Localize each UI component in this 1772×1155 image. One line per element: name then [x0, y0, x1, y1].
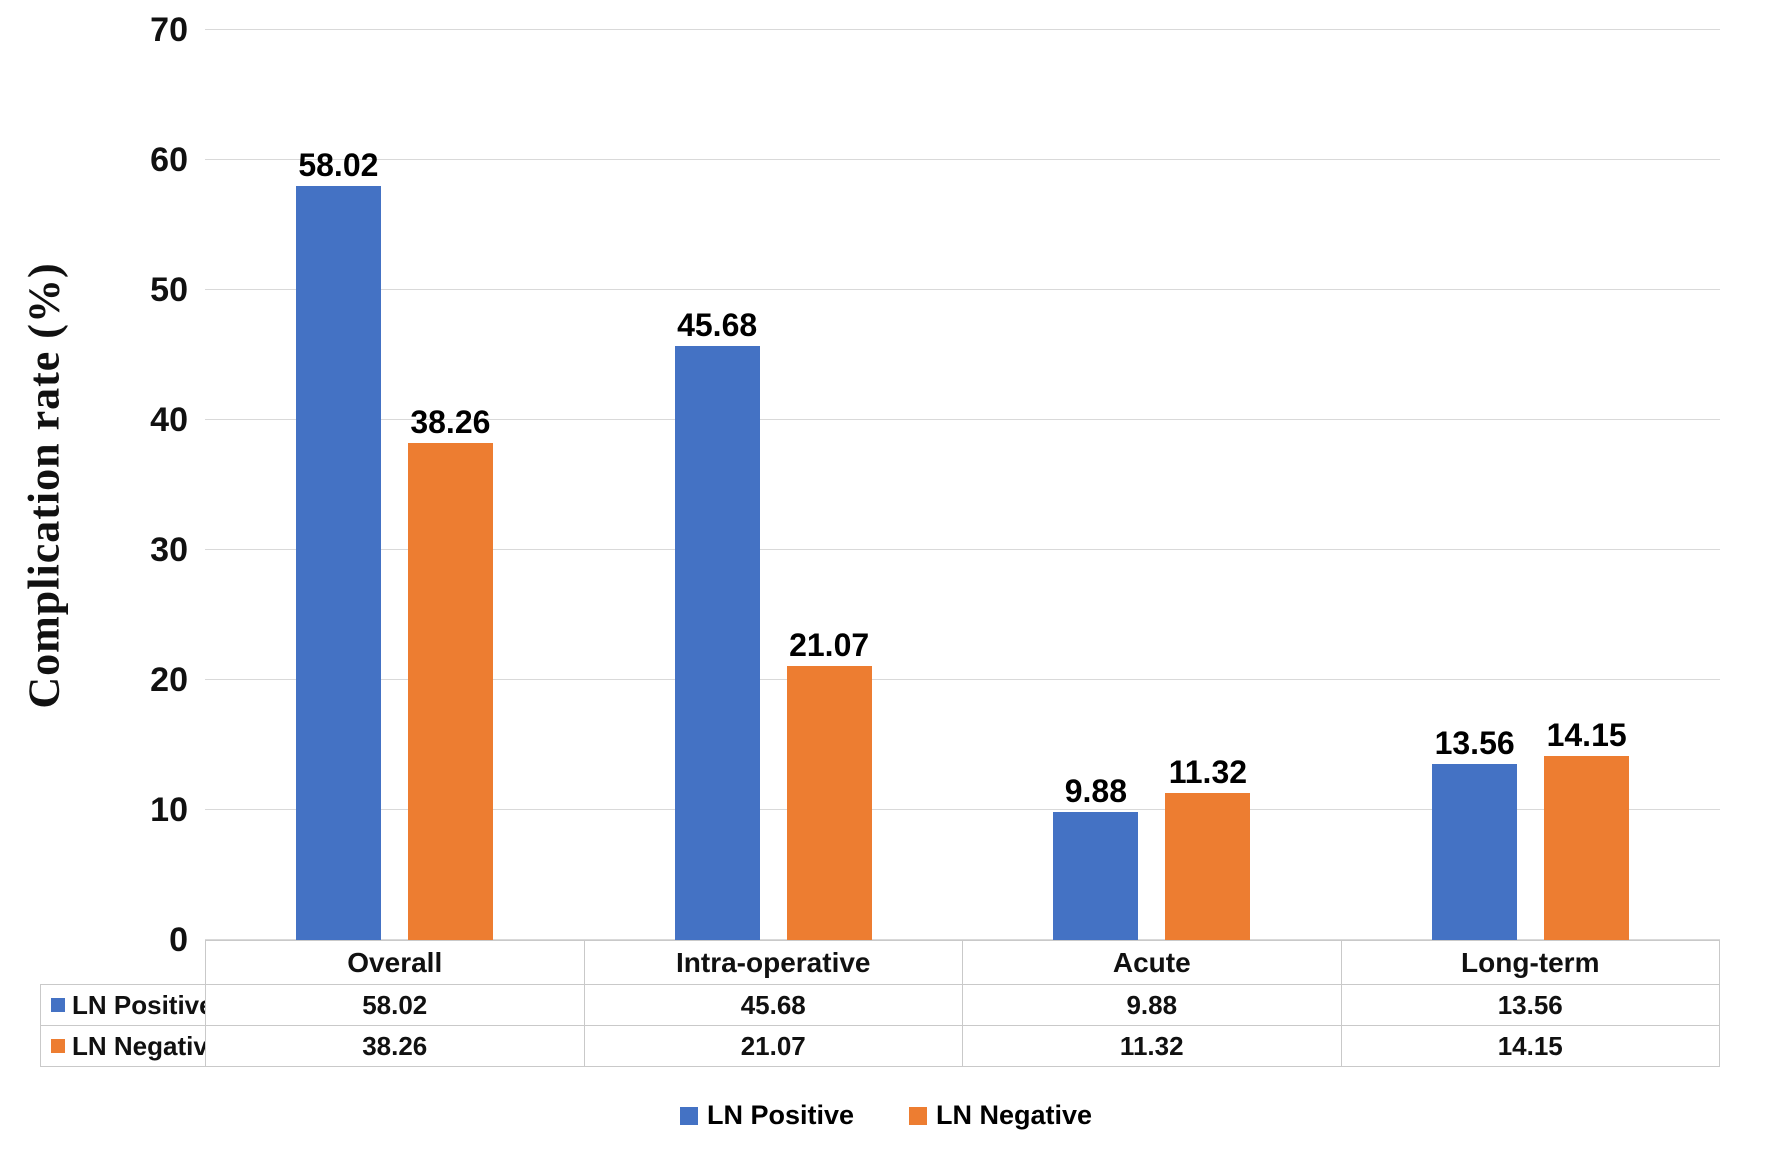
ln-negative-legend-swatch	[909, 1106, 927, 1125]
legend-item-ln-positive: LN Positive	[679, 1100, 854, 1131]
bar-ln-positive	[674, 346, 760, 940]
bar-wrap: 11.32	[1165, 30, 1251, 940]
gridline	[205, 679, 1720, 680]
y-tick-label: 50	[150, 271, 188, 309]
bar-groups: 58.02 38.26 45.68 21.07 9.88 11.32 13.56 14.15	[205, 30, 1720, 940]
series-label-cell: LN Positive	[40, 984, 206, 1026]
chart-legend: LN Positive LN Negative	[0, 1100, 1772, 1131]
table-value: 13.56	[1340, 984, 1720, 1026]
bar-value-label: 9.88	[1064, 772, 1128, 809]
gridline	[205, 29, 1720, 30]
bar-wrap: 21.07	[786, 30, 872, 940]
gridline	[205, 809, 1720, 810]
gridline	[205, 289, 1720, 290]
table-category-header: Overall	[205, 940, 585, 985]
table-value: 58.02	[205, 984, 585, 1026]
bar-wrap: 45.68	[674, 30, 760, 940]
bar-ln-negative	[1544, 756, 1630, 940]
bar-wrap: 14.15	[1544, 30, 1630, 940]
bar-group-overall: 58.02 38.26	[205, 30, 584, 940]
ln-negative-table-swatch	[51, 1038, 65, 1053]
bar-wrap: 9.88	[1053, 30, 1139, 940]
table-category-header: Acute	[962, 940, 1342, 985]
ln-positive-legend-swatch	[679, 1106, 698, 1125]
y-tick-label: 40	[150, 401, 188, 439]
y-tick-label: 10	[150, 791, 188, 829]
bar-group-acute: 9.88 11.32	[963, 30, 1342, 940]
ln-positive-table-swatch	[51, 997, 65, 1012]
gridline	[205, 159, 1720, 160]
bar-wrap: 38.26	[407, 30, 493, 940]
y-tick-label: 70	[150, 11, 188, 49]
bar-group-long-term: 13.56 14.15	[1341, 30, 1720, 940]
table-value: 14.15	[1340, 1025, 1720, 1067]
y-tick-label: 30	[150, 531, 188, 569]
bar-ln-positive	[1053, 811, 1139, 940]
bar-ln-negative	[407, 442, 493, 940]
bar-ln-positive	[1432, 763, 1518, 940]
y-axis-title: Complication rate (%)	[8, 30, 80, 940]
table-value: 38.26	[205, 1025, 585, 1067]
table-value: 11.32	[962, 1025, 1342, 1067]
bar-group-intra-operative: 45.68 21.07	[584, 30, 963, 940]
data-table: Overall Intra-operative Acute Long-term …	[40, 940, 1720, 1067]
table-value: 21.07	[583, 1025, 963, 1067]
y-tick-label: 0	[169, 921, 188, 959]
table-corner-cell	[41, 941, 206, 985]
gridline	[205, 549, 1720, 550]
gridline	[205, 419, 1720, 420]
legend-item-ln-negative: LN Negative	[909, 1100, 1092, 1131]
y-tick-label: 60	[150, 141, 188, 179]
y-axis-ticks: 0 10 20 30 40 50 60 70	[90, 13, 188, 957]
table-value: 45.68	[583, 984, 963, 1026]
y-axis-title-text: Complication rate (%)	[19, 261, 69, 709]
plot-area: 58.02 38.26 45.68 21.07 9.88 11.32 13.56 14.15	[205, 29, 1720, 940]
bar-value-label: 14.15	[1546, 717, 1627, 754]
table-header-row: Overall Intra-operative Acute Long-term	[41, 940, 1720, 985]
bar-ln-positive	[295, 185, 381, 940]
bar-value-label: 45.68	[677, 307, 758, 344]
bar-value-label: 11.32	[1168, 753, 1248, 790]
bar-ln-negative	[786, 666, 872, 940]
table-row-ln-negative: LN Negative 38.26 21.07 11.32 14.15	[40, 1025, 1720, 1067]
series-label-cell: LN Negative	[40, 1025, 206, 1067]
series-name: LN Negative	[72, 1030, 205, 1061]
legend-label: LN Positive	[706, 1100, 854, 1130]
table-row-ln-positive: LN Positive 58.02 45.68 9.88 13.56	[40, 984, 1720, 1026]
series-name: LN Positive	[72, 989, 206, 1020]
bar-value-label: 21.07	[789, 627, 870, 664]
table-category-header: Intra-operative	[583, 940, 963, 985]
gridline	[205, 939, 1720, 940]
bar-ln-negative	[1165, 792, 1251, 940]
bar-value-label: 58.02	[298, 146, 379, 183]
bar-wrap: 58.02	[295, 30, 381, 940]
table-value: 9.88	[962, 984, 1342, 1026]
y-tick-label: 20	[150, 661, 188, 699]
legend-label: LN Negative	[936, 1100, 1093, 1130]
bar-value-label: 13.56	[1434, 724, 1515, 761]
table-category-header: Long-term	[1340, 940, 1720, 985]
bar-wrap: 13.56	[1432, 30, 1518, 940]
bar-value-label: 38.26	[410, 403, 491, 440]
